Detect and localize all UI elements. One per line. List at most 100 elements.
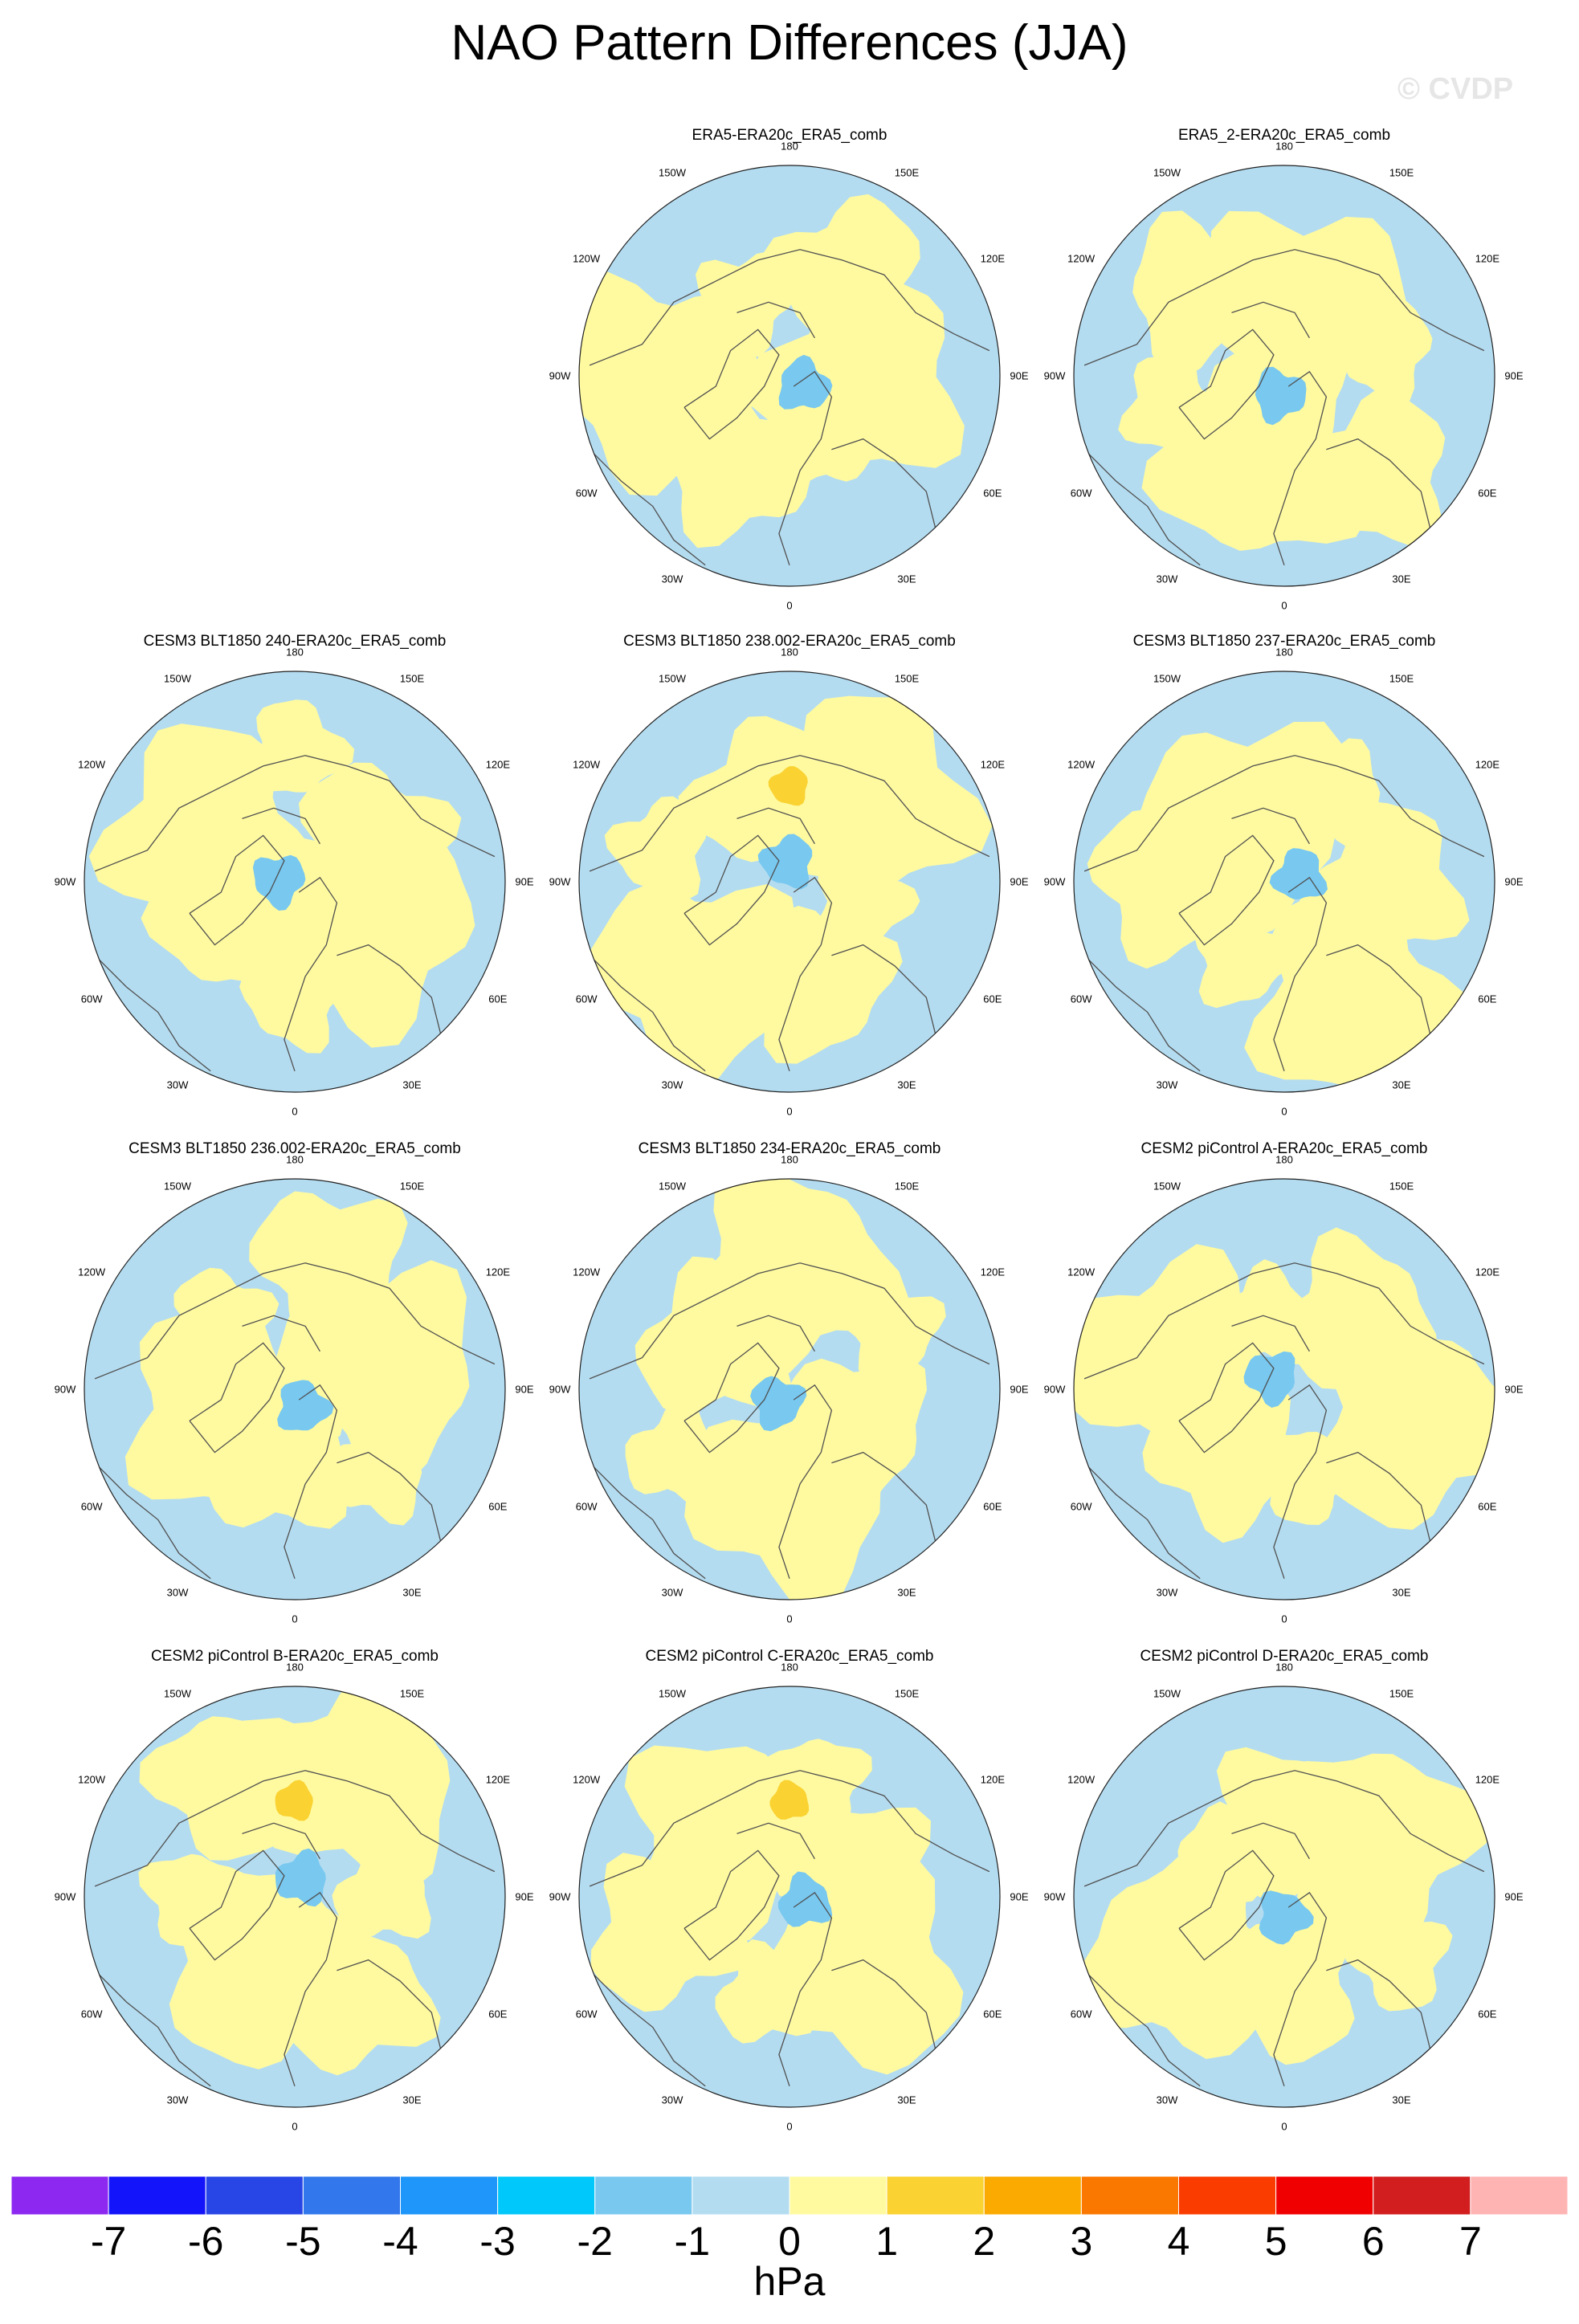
coastline bbox=[736, 1822, 815, 1860]
panel-title: CESM3 BLT1850 237-ERA20c_ERA5_comb bbox=[1132, 633, 1436, 650]
positive-anomaly-region bbox=[1118, 356, 1228, 449]
longitude-label: 150E bbox=[1389, 672, 1414, 685]
panel-title: CESM3 BLT1850 234-ERA20c_ERA5_comb bbox=[638, 1140, 941, 1157]
longitude-label: 60E bbox=[983, 1500, 1002, 1513]
coastline bbox=[189, 1342, 285, 1454]
positive-anomaly-region bbox=[173, 1267, 279, 1369]
panel-title: ERA5-ERA20c_ERA5_comb bbox=[692, 127, 887, 144]
longitude-label: 30E bbox=[1392, 573, 1411, 585]
coastline bbox=[242, 807, 320, 845]
longitude-label: 0 bbox=[786, 599, 793, 612]
longitude-label: 60W bbox=[575, 2008, 598, 2020]
longitude-label: 150W bbox=[164, 1687, 191, 1700]
longitude-label: 60W bbox=[575, 993, 598, 1005]
longitude-label: 60W bbox=[1070, 487, 1092, 499]
longitude-label: 150E bbox=[399, 672, 425, 685]
longitude-label: 30W bbox=[661, 1078, 683, 1091]
longitude-label: 60W bbox=[575, 1500, 598, 1513]
longitude-label: 60W bbox=[1070, 1500, 1092, 1513]
negative-anomaly-core bbox=[757, 834, 813, 890]
longitude-label: 0 bbox=[292, 1105, 298, 1118]
positive-anomaly-region bbox=[328, 1415, 422, 1526]
polar-map bbox=[1073, 165, 1495, 587]
coastline bbox=[94, 1462, 211, 1580]
positive-anomaly-region bbox=[625, 1398, 718, 1507]
colorbar-bin bbox=[886, 2176, 985, 2216]
colorbar-bin bbox=[692, 2176, 790, 2216]
longitude-label: 150E bbox=[1389, 1687, 1414, 1700]
negative-anomaly-core bbox=[750, 1376, 807, 1432]
longitude-label: 60E bbox=[488, 993, 508, 1005]
longitude-label: 120E bbox=[485, 1266, 511, 1278]
coastline bbox=[1083, 249, 1485, 366]
colorbar-tick-label: 3 bbox=[1070, 2219, 1093, 2264]
longitude-label: 150E bbox=[894, 672, 920, 685]
longitude-label: 120W bbox=[573, 252, 601, 265]
colorbar-bin bbox=[594, 2176, 693, 2216]
colorbar-tick-label: -1 bbox=[674, 2219, 711, 2264]
longitude-label: 60E bbox=[1478, 487, 1497, 499]
coastline bbox=[683, 1342, 780, 1454]
positive-anomaly-region bbox=[1317, 1317, 1495, 1530]
negative-anomaly-core bbox=[1255, 366, 1307, 426]
longitude-label: 90W bbox=[1043, 1890, 1066, 1903]
negative-anomaly-core bbox=[778, 354, 833, 410]
longitude-label: 120E bbox=[980, 252, 1006, 265]
coastline bbox=[1231, 807, 1310, 845]
coastline bbox=[284, 1384, 338, 1580]
longitude-label: 120W bbox=[78, 1773, 106, 1786]
longitude-label: 150W bbox=[659, 166, 686, 179]
longitude-label: 90W bbox=[1043, 875, 1066, 888]
coastline bbox=[778, 876, 833, 1072]
polar-map bbox=[84, 1178, 506, 1600]
colorbar-bin bbox=[400, 2176, 499, 2216]
positive-anomaly-region bbox=[1074, 1244, 1263, 1474]
colorbar-bin bbox=[11, 2176, 109, 2216]
coastline bbox=[736, 807, 815, 845]
longitude-label: 60W bbox=[80, 1500, 103, 1513]
longitude-label: 60E bbox=[983, 2008, 1002, 2020]
longitude-label: 60E bbox=[983, 487, 1002, 499]
longitude-label: 120W bbox=[573, 1773, 601, 1786]
coastline bbox=[284, 876, 338, 1072]
coastline bbox=[589, 449, 706, 566]
coastline bbox=[1231, 1822, 1310, 1860]
colorbar-tick-label: 1 bbox=[875, 2219, 899, 2264]
panel-title: CESM3 BLT1850 238.002-ERA20c_ERA5_comb bbox=[623, 633, 956, 650]
longitude-label: 150W bbox=[164, 1180, 191, 1193]
positive-anomaly-region bbox=[1332, 300, 1433, 407]
colorbar-bin bbox=[205, 2176, 304, 2216]
colorbar-tick-label: -5 bbox=[285, 2219, 321, 2264]
colorbar-bin bbox=[789, 2176, 887, 2216]
longitude-label: 120W bbox=[1067, 252, 1096, 265]
coastline bbox=[1083, 955, 1201, 1072]
coastline bbox=[589, 755, 990, 872]
coastline bbox=[1083, 1262, 1485, 1380]
panel-title: ERA5_2-ERA20c_ERA5_comb bbox=[1177, 127, 1391, 144]
longitude-label: 120E bbox=[485, 758, 511, 771]
longitude-label: 0 bbox=[292, 1613, 298, 1625]
longitude-label: 60W bbox=[1070, 993, 1092, 1005]
longitude-label: 180 bbox=[286, 1153, 304, 1166]
longitude-label: 150W bbox=[1153, 166, 1181, 179]
longitude-label: 90E bbox=[1504, 875, 1524, 888]
longitude-label: 30E bbox=[402, 1078, 422, 1091]
positive-anomaly-region bbox=[1255, 1432, 1365, 1525]
negative-anomaly-core bbox=[275, 1848, 326, 1907]
positive-anomaly-region bbox=[299, 762, 462, 919]
coastline bbox=[189, 834, 285, 946]
longitude-label: 90W bbox=[549, 369, 571, 382]
longitude-label: 90W bbox=[54, 875, 76, 888]
longitude-label: 30E bbox=[1392, 1078, 1411, 1091]
longitude-label: 90E bbox=[1010, 875, 1029, 888]
coastline bbox=[589, 249, 990, 366]
coastline bbox=[589, 1970, 706, 2087]
positive-anomaly-region bbox=[1342, 1918, 1453, 2012]
colorbar-bin bbox=[497, 2176, 596, 2216]
coastline bbox=[1178, 834, 1275, 946]
longitude-label: 30W bbox=[1156, 1078, 1178, 1091]
longitude-label: 120W bbox=[1067, 1773, 1096, 1786]
longitude-label: 150W bbox=[164, 672, 191, 685]
coastline bbox=[1178, 1342, 1275, 1454]
positive-anomaly-region bbox=[1244, 894, 1473, 1088]
